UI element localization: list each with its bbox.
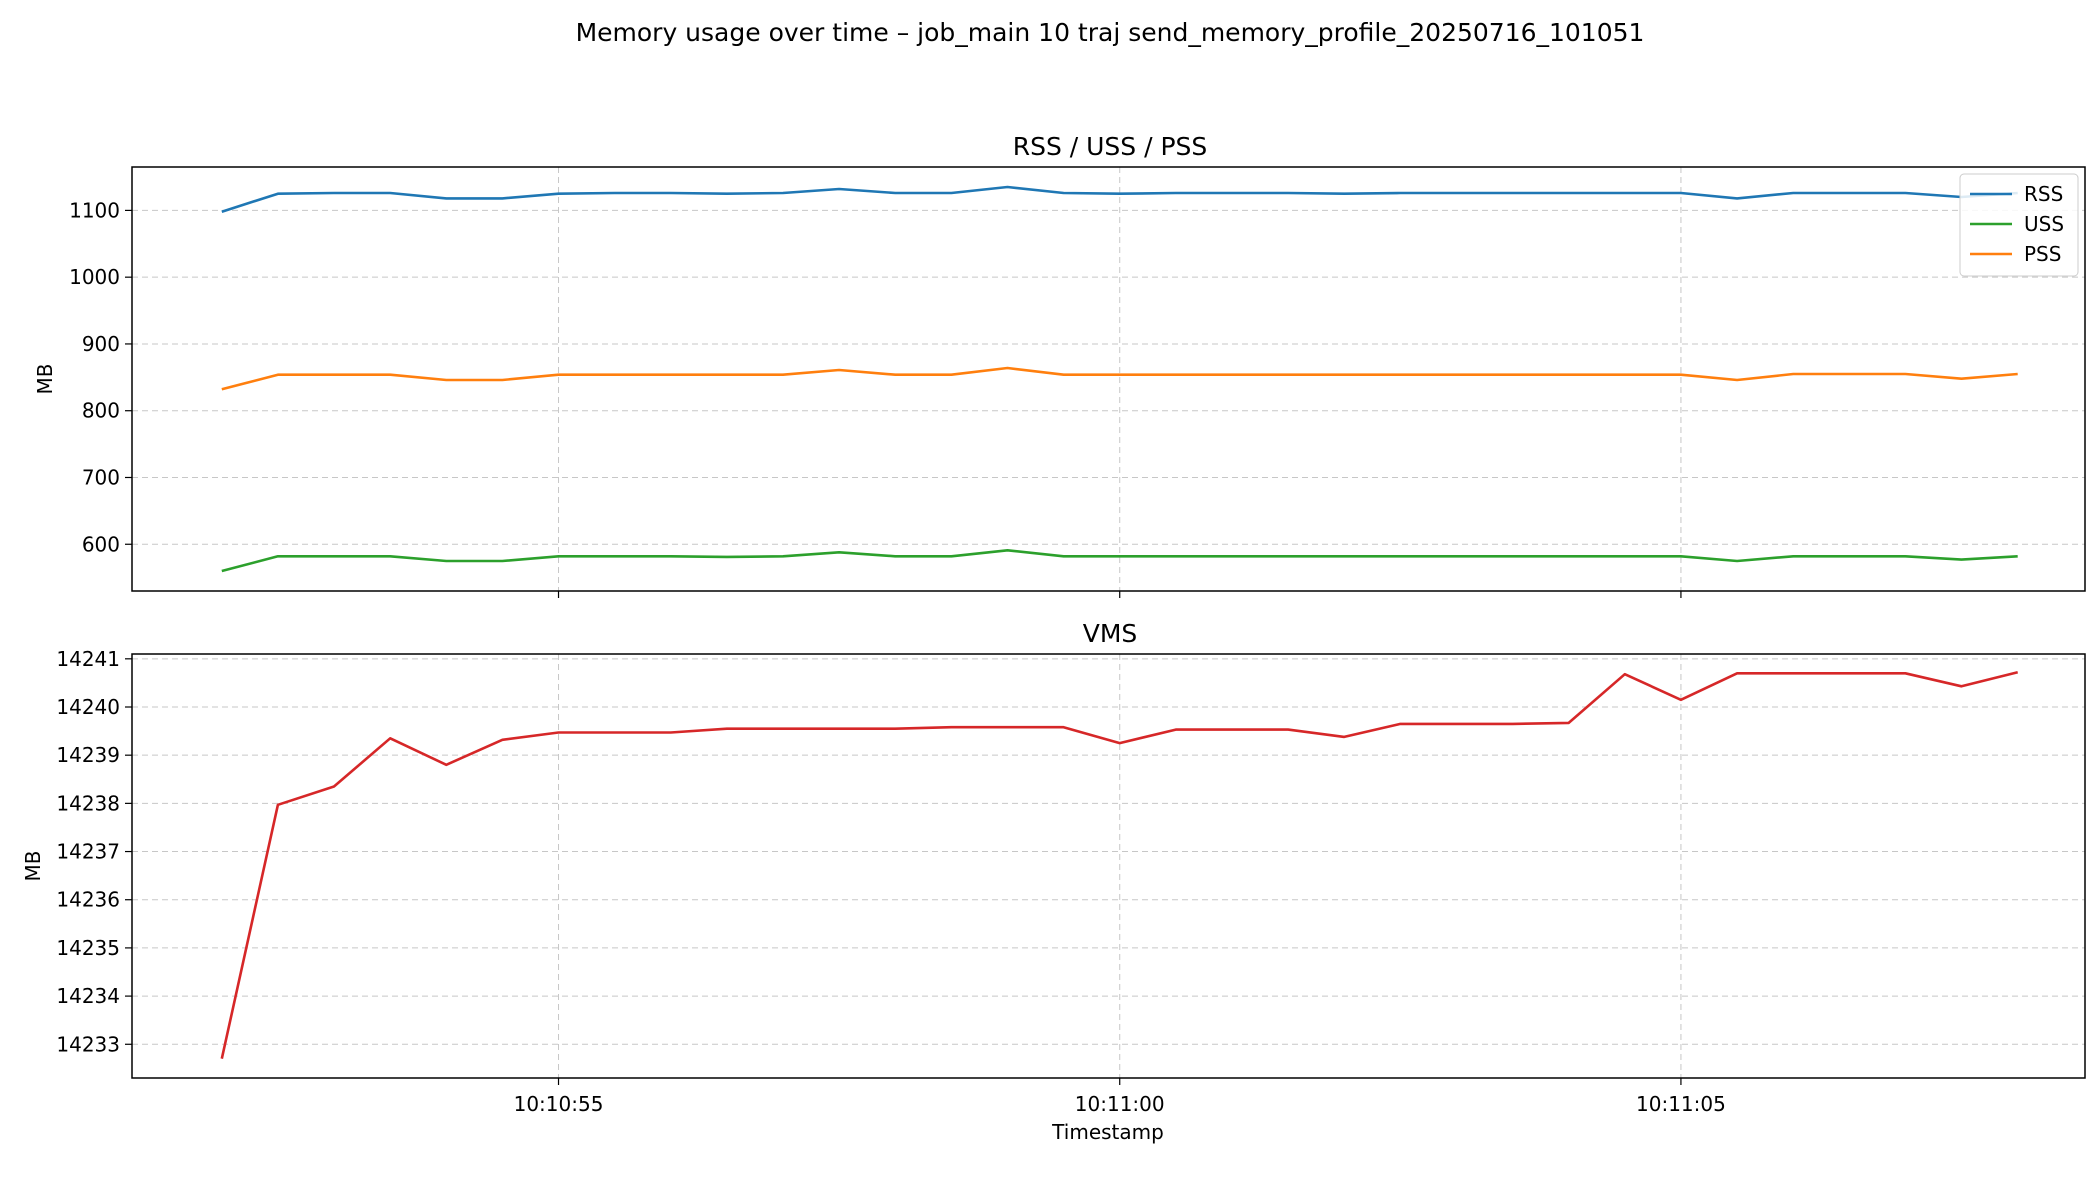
vms-plot-frame xyxy=(131,653,2086,1079)
rss-uss-pss-y-tick-label: 700 xyxy=(82,465,120,489)
vms-grid xyxy=(132,654,2085,1078)
vms-y-tick-label: 14240 xyxy=(56,695,120,719)
vms-line xyxy=(220,671,2019,1059)
rss-uss-pss-x-ticks xyxy=(557,591,1682,598)
rss-uss-pss-y-tick-label: 800 xyxy=(82,399,120,423)
figure-title: Memory usage over time – job_main 10 tra… xyxy=(576,18,1645,47)
rss-uss-pss-y-tick-label: 1100 xyxy=(69,198,120,222)
vms-y-tick-label: 14239 xyxy=(56,743,120,767)
vms-series xyxy=(220,671,2019,1059)
rss-uss-pss-panel-title: RSS / USS / PSS xyxy=(1013,132,1208,161)
vms-y-tick-label: 14236 xyxy=(56,888,120,912)
rss-uss-pss-series xyxy=(221,185,2018,573)
rss-uss-pss-y-tick-label: 600 xyxy=(82,532,120,556)
legend: RSS USS PSS xyxy=(1959,173,2079,277)
vms-y-tick-label: 14237 xyxy=(56,840,120,864)
vms-y-tick-label: 14238 xyxy=(56,791,120,815)
pss-line xyxy=(221,366,2018,391)
vms-x-ticks: 10:10:55 10:11:00 10:11:05 xyxy=(514,1078,1726,1116)
x-axis-label: Timestamp xyxy=(1051,1120,1164,1144)
vms-panel-title: VMS xyxy=(1083,619,1138,648)
rss-uss-pss-y-tick-label: 900 xyxy=(82,332,120,356)
vms-x-tick-label: 10:11:05 xyxy=(1636,1092,1726,1116)
legend-label-uss: USS xyxy=(2024,212,2064,236)
legend-label-pss: PSS xyxy=(2024,242,2061,266)
vms-y-tick-label: 14235 xyxy=(56,936,120,960)
legend-label-rss: RSS xyxy=(2024,182,2063,206)
vms-y-axis-label: MB xyxy=(21,851,45,882)
vms-y-ticks: 14233 14234 14235 14236 14237 14238 14239 14240… xyxy=(56,647,132,1056)
rss-uss-pss-y-axis-label: MB xyxy=(33,364,57,395)
vms-panel: VMS 142331423414235142361423714238142391… xyxy=(21,619,2086,1144)
uss-line xyxy=(221,548,2018,573)
legend-box xyxy=(1959,173,2079,277)
vms-x-tick-label: 10:10:55 xyxy=(514,1092,604,1116)
rss-uss-pss-y-ticks: 600 700 800 900 1000 1100 xyxy=(69,198,132,556)
vms-y-tick-label: 14234 xyxy=(56,984,120,1008)
rss-uss-pss-grid xyxy=(132,167,2085,591)
rss-line xyxy=(221,185,2018,213)
vms-x-tick-label: 10:11:00 xyxy=(1075,1092,1165,1116)
vms-y-tick-label: 14233 xyxy=(56,1032,120,1056)
vms-y-tick-label: 14241 xyxy=(56,647,120,671)
rss-uss-pss-y-tick-label: 1000 xyxy=(69,265,120,289)
rss-uss-pss-plot-frame xyxy=(131,166,2086,592)
